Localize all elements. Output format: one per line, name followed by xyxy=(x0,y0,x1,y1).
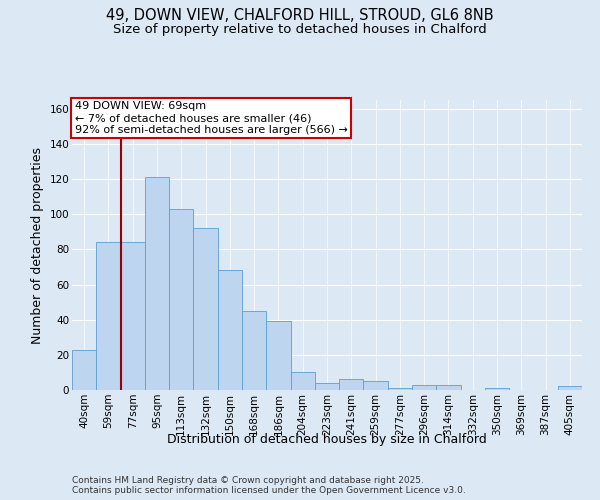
Bar xyxy=(169,209,193,390)
Bar xyxy=(266,322,290,390)
Text: Distribution of detached houses by size in Chalford: Distribution of detached houses by size … xyxy=(167,432,487,446)
Bar xyxy=(485,388,509,390)
Bar xyxy=(72,350,96,390)
Bar xyxy=(218,270,242,390)
Text: 49, DOWN VIEW, CHALFORD HILL, STROUD, GL6 8NB: 49, DOWN VIEW, CHALFORD HILL, STROUD, GL… xyxy=(106,8,494,22)
Bar xyxy=(364,381,388,390)
Text: Size of property relative to detached houses in Chalford: Size of property relative to detached ho… xyxy=(113,22,487,36)
Text: Contains HM Land Registry data © Crown copyright and database right 2025.
Contai: Contains HM Land Registry data © Crown c… xyxy=(72,476,466,495)
Bar xyxy=(242,311,266,390)
Bar xyxy=(121,242,145,390)
Bar xyxy=(290,372,315,390)
Bar xyxy=(193,228,218,390)
Bar xyxy=(339,380,364,390)
Text: 49 DOWN VIEW: 69sqm
← 7% of detached houses are smaller (46)
92% of semi-detache: 49 DOWN VIEW: 69sqm ← 7% of detached hou… xyxy=(74,102,347,134)
Bar xyxy=(436,384,461,390)
Bar xyxy=(145,178,169,390)
Bar xyxy=(412,384,436,390)
Bar xyxy=(388,388,412,390)
Bar xyxy=(315,383,339,390)
Bar xyxy=(96,242,121,390)
Bar xyxy=(558,386,582,390)
Y-axis label: Number of detached properties: Number of detached properties xyxy=(31,146,44,344)
